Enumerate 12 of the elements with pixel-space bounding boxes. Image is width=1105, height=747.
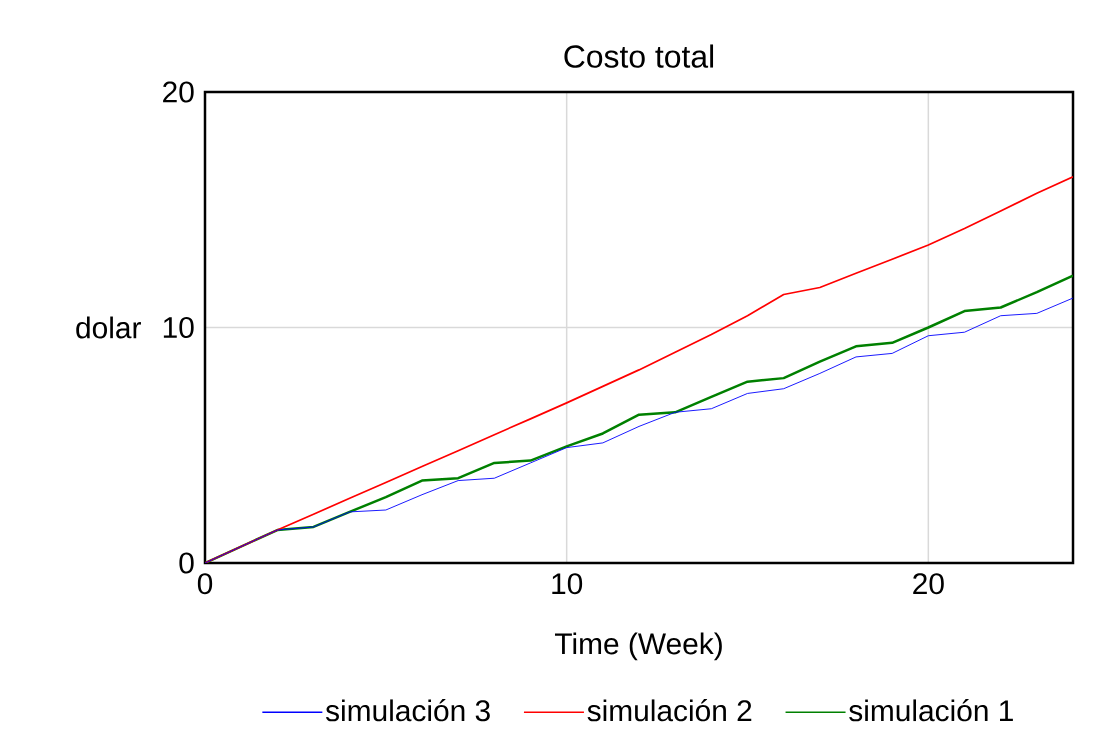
y-tick-label: 10 <box>163 316 194 339</box>
x-tick-label: 20 <box>913 573 944 595</box>
y-axis-title: dolar <box>76 316 141 339</box>
x-tick-label: 10 <box>552 573 583 595</box>
x-tick-label: 0 <box>197 573 213 595</box>
x-axis-title: Time (Week) <box>554 632 722 661</box>
y-tick-label: 0 <box>179 552 194 574</box>
legend-label: simulación 2 <box>587 699 752 722</box>
y-tick-label: 20 <box>163 81 194 103</box>
legend-label: simulación 1 <box>849 699 1013 722</box>
chart-title: Costo total <box>564 44 714 68</box>
legend-label: simulación 3 <box>325 699 490 722</box>
